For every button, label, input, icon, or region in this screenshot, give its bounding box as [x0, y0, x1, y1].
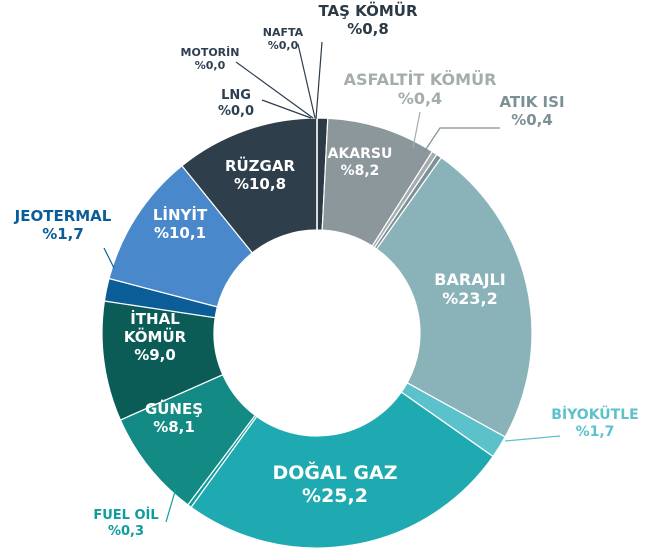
leader-line: [504, 435, 561, 442]
segment-label: LİNYİT %10,1: [135, 206, 225, 242]
category-name: ASFALTİT KÖMÜR: [343, 70, 497, 89]
category-name: LİNYİT: [152, 206, 208, 224]
value-label: %0,4: [511, 111, 553, 129]
segment-label: AKARSU %8,2: [315, 146, 405, 180]
value-label: %1,7: [42, 225, 84, 243]
value-label: %0,0: [267, 39, 299, 53]
donut-segment: [190, 391, 494, 549]
category-name: BARAJLI: [434, 270, 506, 289]
category-name: TAŞ KÖMÜR: [318, 2, 418, 20]
donut-segment: [375, 156, 533, 438]
value-label: %8,2: [340, 162, 380, 179]
category-name: MOTORİN: [180, 46, 240, 59]
category-name: FUEL OİL: [93, 508, 159, 523]
category-name: İTHAL KÖMÜR: [123, 310, 187, 346]
segment-label: ASFALTİT KÖMÜR %0,4: [330, 70, 510, 108]
value-label: %0,0: [194, 59, 226, 73]
segment-label: RÜZGAR %10,8: [215, 157, 305, 193]
category-name: DOĞAL GAZ: [272, 462, 398, 484]
leader-line: [412, 111, 421, 149]
category-name: BİYOKÜTLE: [551, 407, 639, 423]
segment-label: FUEL OİL %0,3: [81, 508, 171, 539]
value-label: %1,7: [575, 423, 615, 440]
category-name: NAFTA: [262, 26, 304, 39]
value-label: %9,0: [134, 346, 176, 364]
segment-label: LNG %0,0: [206, 88, 266, 119]
category-name: LNG: [221, 88, 251, 103]
value-label: %0,8: [347, 20, 389, 38]
value-label: %0,3: [107, 523, 145, 539]
segment-label: MOTORİN %0,0: [175, 46, 245, 72]
segment-label: TAŞ KÖMÜR %0,8: [298, 2, 438, 38]
value-label: %10,1: [153, 224, 207, 242]
segment-label: NAFTA %0,0: [253, 26, 313, 52]
value-label: %10,8: [233, 175, 287, 193]
value-label: %0,0: [217, 103, 255, 119]
category-name: RÜZGAR: [224, 157, 296, 175]
value-label: %25,2: [302, 484, 368, 507]
leader-line: [165, 487, 177, 523]
segment-label: ATIK ISI %0,4: [477, 93, 587, 129]
category-name: GÜNEŞ: [144, 400, 204, 418]
segment-label: JEOTERMAL %1,7: [8, 207, 118, 243]
segment-label: DOĞAL GAZ %25,2: [255, 462, 415, 508]
segment-label: BARAJLI %23,2: [420, 270, 520, 308]
segment-label: İTHAL KÖMÜR %9,0: [115, 310, 195, 364]
category-name: ATIK ISI: [499, 93, 565, 111]
leader-line: [235, 61, 314, 119]
segment-label: GÜNEŞ %8,1: [129, 400, 219, 436]
value-label: %23,2: [442, 289, 498, 309]
value-label: %0,4: [397, 89, 443, 109]
segment-label: BİYOKÜTLE %1,7: [545, 407, 645, 441]
category-name: AKARSU: [327, 146, 393, 162]
category-name: JEOTERMAL: [14, 207, 112, 225]
leader-line: [423, 127, 500, 153]
leader-line: [315, 41, 323, 120]
leader-line: [103, 247, 115, 269]
leader-line: [297, 43, 316, 119]
leader-line: [261, 99, 312, 119]
value-label: %8,1: [153, 418, 195, 436]
